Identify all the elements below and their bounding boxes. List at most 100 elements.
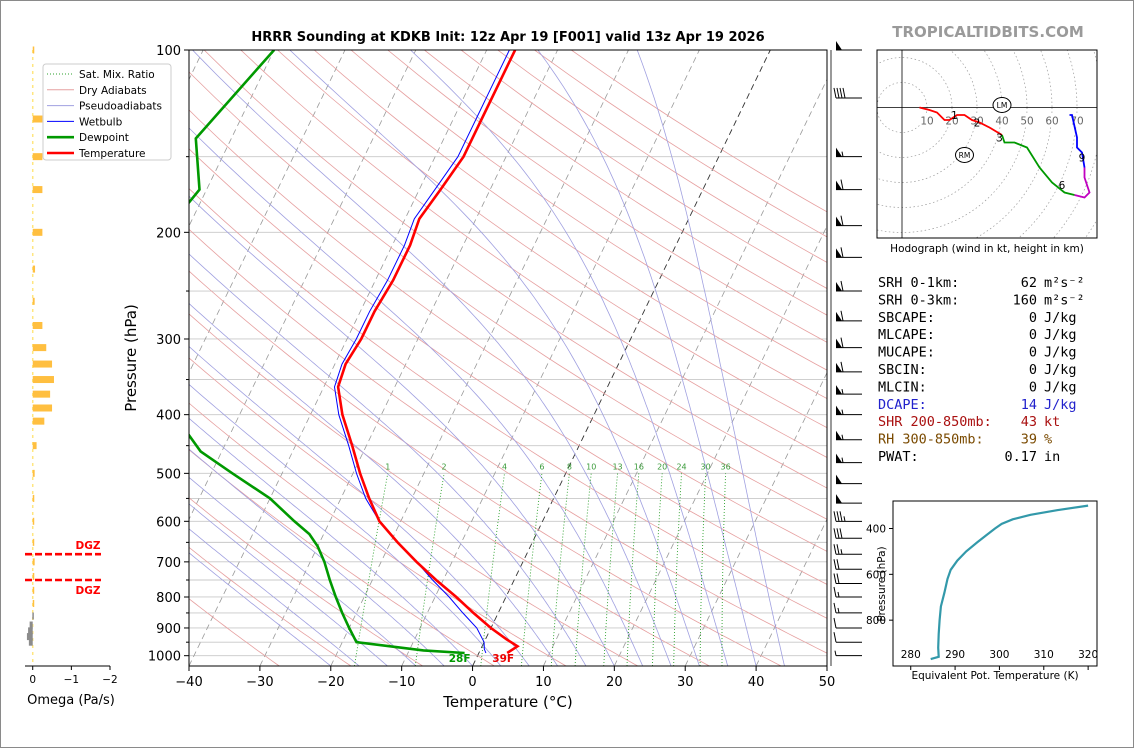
dry-adiabat <box>189 109 827 552</box>
wind-barb-pennant <box>836 147 842 157</box>
omega-bar <box>28 627 33 635</box>
theta-e-x-tick-label: 310 <box>1034 649 1054 661</box>
dry-adiabat <box>424 50 827 316</box>
hodograph-height-label: 6 <box>1059 180 1066 192</box>
y-axis: 100 200 300 400 500 600 700 800 900 1000 <box>148 44 189 665</box>
hodograph-ring-label: 40 <box>995 116 1008 128</box>
legend-box <box>42 63 172 161</box>
theta-e-y-tick-label: 600 <box>866 569 886 581</box>
mixing-ratio-label: 30 <box>701 462 711 471</box>
stat-value: 160 <box>1013 292 1037 308</box>
wind-barb-pennant <box>836 405 842 415</box>
hodograph-frame <box>876 49 1098 239</box>
stat-value: 0.17 <box>1004 449 1037 465</box>
theta-e-plot <box>930 504 1089 661</box>
mixing-ratio-label: 4 <box>502 462 507 471</box>
wind-barb-half-flag <box>841 457 844 463</box>
omega-bar <box>32 586 35 594</box>
omega-bar <box>32 517 35 525</box>
pseudoadiabat <box>189 127 644 666</box>
x-tick-label: 50 <box>819 675 836 690</box>
brand-watermark[interactable]: TROPICALTIDBITS.COM <box>892 23 1084 41</box>
wind-barb-flag <box>840 247 844 258</box>
hodograph-caption: Hodograph (wind in kt, height in km) <box>890 243 1084 255</box>
wind-barb-flag <box>842 87 846 99</box>
hodograph-ring-label: 10 <box>920 116 933 128</box>
wind-barb-pennant <box>836 474 842 484</box>
isotherm <box>684 371 827 666</box>
pseudoadiabat <box>189 503 388 666</box>
omega-panel: DGZ DGZ 0 −1 −2 Omega (Pa/s) <box>25 46 118 708</box>
wind-barb-half-flag <box>841 434 844 440</box>
wind-barb-flag <box>836 87 840 99</box>
mixing-ratio-line <box>414 473 445 666</box>
theta-e-y-tick-label: 800 <box>866 615 886 627</box>
omega-x-tick-label: −1 <box>64 674 79 686</box>
dry-adiabat <box>240 50 827 458</box>
hodograph-ring-label: 60 <box>1045 116 1058 128</box>
mixing-ratio-line <box>652 473 663 666</box>
x-tick-label: 20 <box>606 675 623 690</box>
mixing-ratio-labels: 1 2 4 6 8 10 13 16 20 24 30 36 <box>385 462 730 471</box>
wind-barb-pennant <box>836 180 842 190</box>
wind-barb-half-flag <box>841 151 844 157</box>
theta-e-frame <box>892 500 1098 667</box>
wind-barb-flag <box>833 528 837 539</box>
wind-barb-half-flag <box>834 650 837 656</box>
wind-barb-flag <box>833 586 837 598</box>
stat-label: PWAT: <box>878 449 919 465</box>
storm-motion-marker <box>955 147 974 163</box>
wind-barb-pennant <box>836 338 842 348</box>
isotherm <box>755 518 827 666</box>
wind-barb-flag <box>833 511 837 522</box>
omega-bar <box>32 442 37 450</box>
dgz-label: DGZ <box>76 585 101 597</box>
wind-barb-half-flag <box>841 389 844 395</box>
stat-value: 0 <box>1029 379 1037 395</box>
legend: Sat. Mix. Ratio Dry Adiabats Pseudoadiabat… <box>42 63 172 161</box>
dry-adiabat <box>350 50 827 371</box>
wind-barb-flag <box>836 559 840 570</box>
hodograph-height-label: 2 <box>974 118 981 130</box>
dry-adiabat <box>313 50 827 400</box>
omega-bar <box>32 228 43 236</box>
y-tick-label: 300 <box>156 333 181 348</box>
x-tick-label: −10 <box>388 675 415 690</box>
mixing-ratio-label: 24 <box>676 462 686 471</box>
stat-unit: kt <box>1044 414 1060 430</box>
mixing-ratio-line <box>626 473 640 666</box>
dry-adiabat <box>189 497 423 666</box>
mixing-ratio-label: 6 <box>539 462 544 471</box>
omega-bar <box>32 390 51 398</box>
omega-bar <box>32 404 53 412</box>
isotherm <box>401 50 700 666</box>
wind-barb-flag <box>833 544 837 555</box>
skewt-frame <box>188 49 828 667</box>
x-tick-label: −20 <box>317 675 344 690</box>
omega-bar <box>32 153 43 161</box>
dry-adiabat <box>189 270 782 666</box>
stat-unit: m²s⁻² <box>1044 275 1085 291</box>
theta-e-x-tick-label: 320 <box>1078 649 1098 661</box>
dry-adiabat <box>203 50 827 489</box>
mixing-ratio-label: 13 <box>612 462 622 471</box>
mixing-ratio-line <box>520 473 543 666</box>
mixing-ratio-label: 8 <box>567 462 572 471</box>
pseudoadiabat <box>189 528 360 666</box>
stat-unit: J/kg <box>1044 397 1077 413</box>
wind-barb-pennant <box>836 216 842 226</box>
mixing-ratio-line <box>480 473 505 666</box>
hodograph-ring-label: 20 <box>945 116 958 128</box>
pseudoadiabat <box>189 383 502 666</box>
pseudoadiabat <box>189 476 417 666</box>
wind-barb-flag <box>839 528 843 539</box>
wind-barb-flag <box>836 573 840 584</box>
wind-barb-flag <box>833 617 837 629</box>
ring-label-bg <box>920 113 934 126</box>
theta-e-x-tick-label: 280 <box>901 649 921 661</box>
theta-e-x-label: Equivalent Pot. Temperature (K) <box>911 670 1078 682</box>
wind-barb-flag <box>839 87 843 99</box>
